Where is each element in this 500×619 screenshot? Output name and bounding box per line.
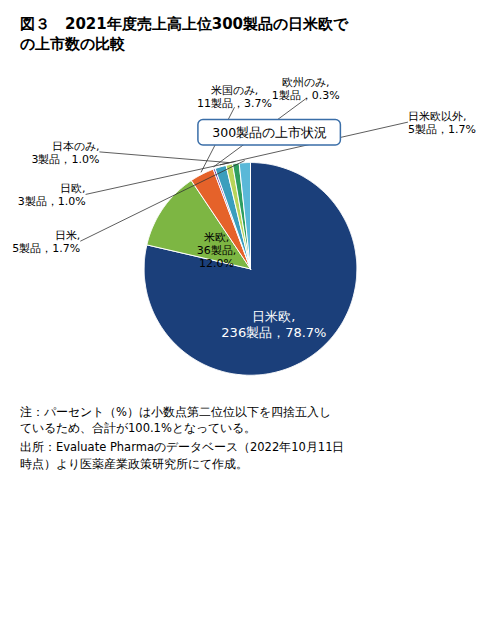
svg-text:日米欧以外,5製品，1.7%: 日米欧以外,5製品，1.7%	[408, 109, 476, 135]
html-text:図３ 2021年度売上高上位300製品の日米欧で の上市数の: 図３ 2021年度売上高上位300製品の日米欧で の上市数の比較	[20, 15, 349, 54]
svg-text:日米,5製品，1.7%: 日米,5製品，1.7%	[12, 228, 80, 254]
svg-text:欧州のみ,1製品，0.3%: 欧州のみ,1製品，0.3%	[272, 75, 340, 101]
svg-text:米欧,36製品,12.0%: 米欧,36製品,12.0%	[197, 230, 237, 269]
html-text:注：パーセント（%）は小数点第二位位以下を四捨五入し ている: 注：パーセント（%）は小数点第二位位以下を四捨五入し ているため、合計が100.…	[20, 404, 331, 436]
svg-text:日米欧,236製品，78.7%: 日米欧,236製品，78.7%	[221, 309, 326, 340]
svg-text:米国のみ,11製品，3.7%: 米国のみ,11製品，3.7%	[197, 84, 272, 110]
svg-text:日本のみ,3製品，1.0%: 日本のみ,3製品，1.0%	[31, 139, 99, 165]
svg-text:日欧,3製品，1.0%: 日欧,3製品，1.0%	[18, 182, 86, 208]
html-text:出所：Evaluate Pharmaのデータベース（2022: 出所：Evaluate Pharmaのデータベース（2022年10月11日 時点…	[20, 439, 345, 471]
svg-text:300製品の上市状況: 300製品の上市状況	[212, 124, 327, 139]
